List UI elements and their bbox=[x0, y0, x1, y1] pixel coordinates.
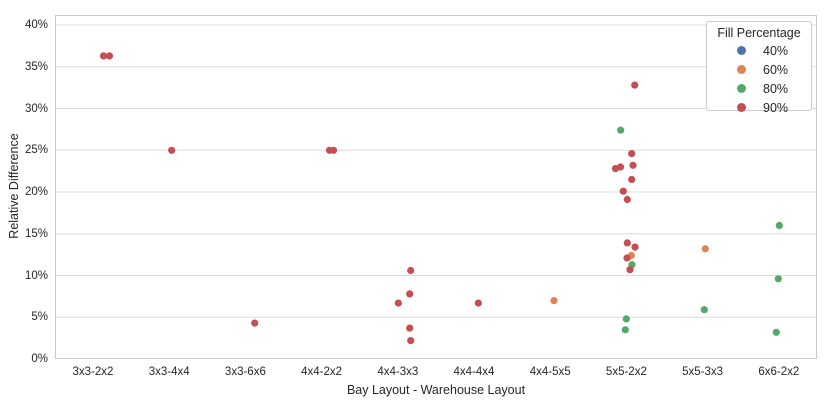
x-tick-label: 4x4-2x2 bbox=[301, 366, 343, 378]
data-point bbox=[623, 254, 631, 262]
data-point bbox=[629, 161, 637, 169]
x-tick-label: 6x6-2x2 bbox=[758, 366, 800, 378]
y-tick-label: 15% bbox=[24, 227, 48, 240]
data-point bbox=[611, 165, 620, 173]
data-point bbox=[774, 275, 782, 283]
data-point bbox=[623, 239, 631, 247]
data-point bbox=[550, 297, 558, 305]
data-point bbox=[105, 52, 114, 60]
legend-label: 80% bbox=[763, 81, 789, 96]
x-tick-label: 4x4-4x4 bbox=[453, 366, 495, 378]
x-tick-label: 4x4-5x5 bbox=[529, 366, 571, 378]
y-tick-label: 35% bbox=[24, 60, 48, 73]
legend-entry-90: 90% bbox=[707, 98, 811, 117]
x-tick-label: 5x5-2x2 bbox=[605, 366, 647, 378]
plot-area bbox=[55, 15, 817, 360]
data-point bbox=[631, 81, 639, 89]
y-tick-label: 20% bbox=[24, 186, 48, 198]
y-tick-label: 5% bbox=[31, 311, 48, 324]
data-point bbox=[617, 126, 625, 134]
y-tick-label: 25% bbox=[24, 144, 48, 157]
legend-dot-80-icon bbox=[737, 84, 746, 93]
legend-dot-40-icon bbox=[737, 46, 746, 55]
plot-border bbox=[55, 15, 817, 359]
data-point bbox=[168, 146, 176, 154]
data-point bbox=[621, 326, 629, 334]
legend-label: 60% bbox=[763, 62, 789, 77]
legend-dot-90-icon bbox=[737, 103, 746, 112]
y-tick-label: 0% bbox=[31, 353, 48, 365]
x-tick-label: 4x4-3x3 bbox=[377, 366, 419, 378]
x-tick-label: 5x5-3x3 bbox=[682, 366, 724, 378]
legend-label: 40% bbox=[763, 43, 789, 58]
legend-entry-40: 40% bbox=[707, 41, 811, 60]
data-point bbox=[772, 328, 780, 336]
plot-canvas bbox=[55, 15, 817, 360]
y-tick-label: 30% bbox=[24, 102, 48, 115]
data-point bbox=[251, 319, 259, 327]
data-point bbox=[406, 290, 414, 298]
legend-dot-60-icon bbox=[737, 65, 746, 74]
data-point bbox=[329, 146, 338, 154]
data-point bbox=[628, 175, 636, 184]
data-point bbox=[631, 243, 639, 251]
legend-label: 90% bbox=[763, 100, 789, 115]
data-point bbox=[622, 315, 630, 323]
legend: Fill Percentage 40% 60% 80% 90% bbox=[706, 21, 812, 115]
x-tick-label: 3x3-6x6 bbox=[224, 366, 266, 378]
data-point bbox=[623, 195, 631, 204]
data-point bbox=[701, 245, 709, 253]
data-point bbox=[407, 266, 415, 275]
data-point bbox=[407, 337, 415, 345]
data-point bbox=[406, 324, 414, 332]
data-point bbox=[775, 221, 783, 229]
y-tick-label: 10% bbox=[24, 269, 48, 282]
data-point bbox=[619, 187, 627, 195]
data-point bbox=[474, 299, 482, 307]
legend-title: Fill Percentage bbox=[717, 26, 801, 40]
legend-entry-80: 80% bbox=[707, 79, 811, 98]
x-axis-title: Bay Layout - Warehouse Layout bbox=[346, 383, 526, 397]
data-point bbox=[394, 299, 402, 307]
x-tick-label: 3x3-4x4 bbox=[148, 366, 190, 378]
legend-entry-60: 60% bbox=[707, 60, 811, 79]
data-point bbox=[626, 266, 634, 274]
x-tick-label: 3x3-2x2 bbox=[72, 366, 114, 378]
data-point bbox=[700, 306, 708, 314]
y-tick-label: 40% bbox=[24, 19, 48, 32]
data-point bbox=[628, 150, 636, 158]
data-point bbox=[99, 52, 108, 60]
